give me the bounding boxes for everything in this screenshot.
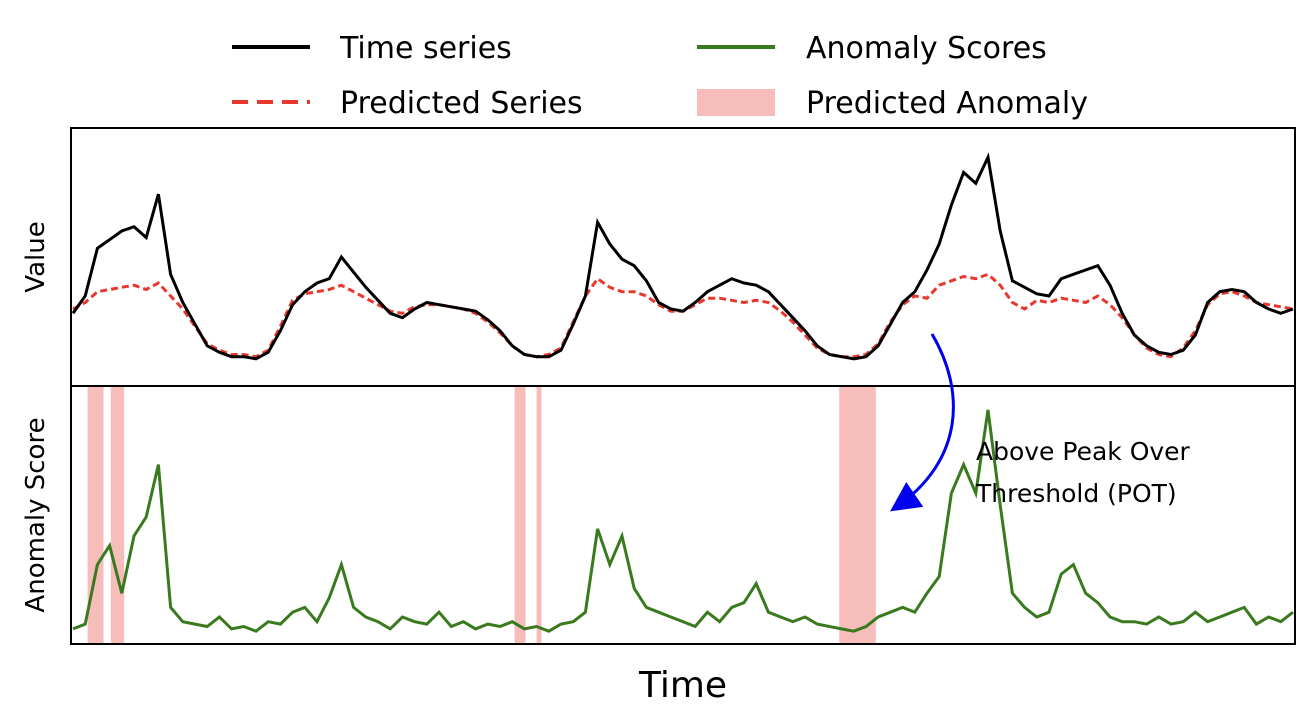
bottom-panel-frame xyxy=(70,385,1296,645)
legend-swatch-predicted-anomaly xyxy=(697,89,775,116)
legend-label-time-series: Time series xyxy=(339,31,512,66)
legend-entry-predicted-series: Predicted Series xyxy=(232,86,583,121)
bottom-panel-series xyxy=(72,409,1294,633)
top-panel-series xyxy=(71,152,1294,361)
bottom-panel-ylabel: Anomaly Score xyxy=(21,417,51,612)
legend-entry-time-series: Time series xyxy=(232,31,512,66)
series-line-time-series xyxy=(71,152,1294,361)
anomaly-spans xyxy=(87,387,876,643)
legend-label-predicted-anomaly: Predicted Anomaly xyxy=(806,86,1088,121)
x-axis-label: Time xyxy=(638,665,727,706)
anomaly-span-3 xyxy=(536,387,542,643)
legend-entry-anomaly-scores: Anomaly Scores xyxy=(697,31,1047,66)
annotation-arrow xyxy=(890,333,955,512)
legend-entry-predicted-anomaly: Predicted Anomaly xyxy=(697,86,1088,121)
annotation-line-2: Threshold (POT) xyxy=(975,479,1177,508)
legend: Time series Anomaly Scores Predicted Ser… xyxy=(232,31,1088,121)
anomaly-span-1 xyxy=(110,387,125,643)
legend-label-predicted-series: Predicted Series xyxy=(340,86,583,121)
anomaly-span-4 xyxy=(839,387,876,643)
series-line-anomaly-scores xyxy=(72,409,1294,633)
legend-label-anomaly-scores: Anomaly Scores xyxy=(806,31,1047,66)
anomaly-span-0 xyxy=(87,387,104,643)
annotation-line-1: Above Peak Over xyxy=(976,437,1191,466)
top-panel-frame xyxy=(70,127,1296,387)
anomaly-span-2 xyxy=(514,387,526,643)
top-panel-ylabel: Value xyxy=(21,221,51,292)
